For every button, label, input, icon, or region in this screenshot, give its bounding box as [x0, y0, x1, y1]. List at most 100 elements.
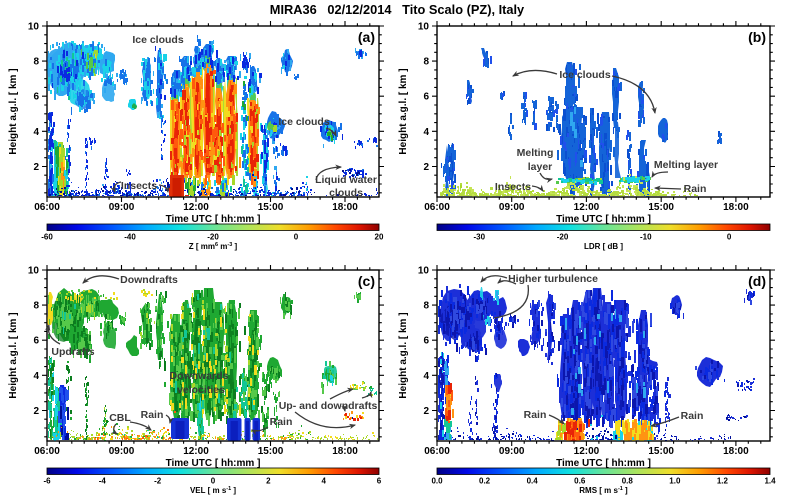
- svg-text:15:00: 15:00: [258, 202, 284, 213]
- svg-text:Insects: Insects: [121, 180, 157, 192]
- svg-text:Melting layer: Melting layer: [654, 159, 718, 171]
- svg-text:8: 8: [33, 57, 39, 68]
- svg-text:-20: -20: [557, 233, 569, 242]
- svg-text:2: 2: [33, 406, 39, 417]
- svg-text:LDR [ dB ]: LDR [ dB ]: [584, 242, 623, 251]
- svg-text:06:00: 06:00: [424, 202, 450, 213]
- svg-text:Ice clouds: Ice clouds: [559, 69, 611, 81]
- svg-text:15:00: 15:00: [258, 446, 284, 457]
- svg-text:0: 0: [727, 233, 732, 242]
- svg-text:Rain: Rain: [524, 409, 547, 421]
- svg-text:(c): (c): [358, 273, 375, 289]
- svg-text:20: 20: [375, 233, 384, 242]
- svg-text:18:00: 18:00: [332, 446, 358, 457]
- svg-text:10: 10: [418, 22, 430, 33]
- svg-text:CBL: CBL: [109, 412, 131, 424]
- svg-text:-10: -10: [640, 233, 652, 242]
- svg-text:Downwards: Downwards: [170, 370, 229, 382]
- svg-text:10: 10: [418, 266, 430, 277]
- svg-text:layer: layer: [528, 161, 553, 173]
- svg-text:0: 0: [211, 477, 216, 486]
- svg-text:Up- and downdrafts: Up- and downdrafts: [279, 400, 378, 412]
- svg-text:Ice clouds: Ice clouds: [278, 116, 330, 128]
- svg-text:-4: -4: [99, 477, 107, 486]
- svg-text:6: 6: [33, 336, 39, 347]
- svg-text:12:00: 12:00: [574, 446, 600, 457]
- svg-text:6: 6: [33, 92, 39, 103]
- svg-text:12:00: 12:00: [183, 446, 209, 457]
- svg-text:4: 4: [423, 371, 429, 382]
- svg-text:Rain: Rain: [684, 183, 707, 195]
- svg-text:Time UTC [ hh:mm ]: Time UTC [ hh:mm ]: [166, 458, 261, 469]
- svg-text:2: 2: [423, 162, 429, 173]
- svg-text:Higher turbulence: Higher turbulence: [508, 273, 598, 285]
- svg-text:09:00: 09:00: [499, 446, 525, 457]
- svg-text:06:00: 06:00: [34, 202, 60, 213]
- svg-text:4: 4: [33, 127, 39, 138]
- svg-text:0.0: 0.0: [431, 477, 443, 486]
- svg-text:Time UTC [ hh:mm ]: Time UTC [ hh:mm ]: [556, 458, 651, 469]
- svg-text:-20: -20: [207, 233, 219, 242]
- svg-text:0: 0: [294, 233, 299, 242]
- svg-text:-2: -2: [154, 477, 162, 486]
- svg-text:6: 6: [423, 336, 429, 347]
- svg-text:18:00: 18:00: [723, 446, 749, 457]
- svg-text:1.4: 1.4: [764, 477, 776, 486]
- svg-text:Melting: Melting: [517, 147, 554, 159]
- svg-text:12:00: 12:00: [574, 202, 600, 213]
- svg-text:1.0: 1.0: [669, 477, 681, 486]
- svg-text:-6: -6: [43, 477, 51, 486]
- svg-text:0.4: 0.4: [527, 477, 539, 486]
- svg-text:Rain: Rain: [681, 410, 704, 422]
- svg-text:MIRA36 02/12/2014 Tito Sca: MIRA36 02/12/2014 Tito Scalo (PZ), Italy: [270, 2, 525, 17]
- svg-text:(b): (b): [748, 29, 766, 45]
- svg-text:RMS [ m s-1 ]: RMS [ m s-1 ]: [579, 486, 628, 495]
- svg-text:4: 4: [423, 127, 429, 138]
- svg-text:8: 8: [423, 57, 429, 68]
- svg-text:Z [ mm6 m-3 ]: Z [ mm6 m-3 ]: [189, 242, 238, 251]
- svg-text:8: 8: [423, 301, 429, 312]
- svg-text:-40: -40: [124, 233, 136, 242]
- svg-text:10: 10: [28, 22, 40, 33]
- svg-text:clouds: clouds: [329, 187, 363, 199]
- svg-text:8: 8: [33, 301, 39, 312]
- svg-text:Rain: Rain: [270, 416, 293, 428]
- svg-text:(a): (a): [358, 29, 375, 45]
- svg-text:09:00: 09:00: [109, 446, 135, 457]
- svg-text:0.8: 0.8: [622, 477, 634, 486]
- svg-text:Time UTC [ hh:mm ]: Time UTC [ hh:mm ]: [166, 214, 261, 225]
- svg-text:18:00: 18:00: [332, 202, 358, 213]
- svg-text:Ice clouds: Ice clouds: [132, 34, 184, 46]
- svg-text:18:00: 18:00: [723, 202, 749, 213]
- svg-text:12:00: 12:00: [183, 202, 209, 213]
- svg-text:2: 2: [423, 406, 429, 417]
- svg-text:6: 6: [423, 92, 429, 103]
- svg-text:Updrafts: Updrafts: [51, 346, 94, 358]
- svg-text:06:00: 06:00: [424, 446, 450, 457]
- svg-text:(d): (d): [748, 273, 766, 289]
- svg-text:Insects: Insects: [495, 181, 531, 193]
- svg-text:09:00: 09:00: [109, 202, 135, 213]
- svg-text:15:00: 15:00: [648, 202, 674, 213]
- svg-text:10: 10: [28, 266, 40, 277]
- svg-text:2: 2: [33, 162, 39, 173]
- svg-text:0.6: 0.6: [574, 477, 586, 486]
- svg-text:Height a.g.l. [ km ]: Height a.g.l. [ km ]: [398, 312, 409, 398]
- svg-text:Liquid water: Liquid water: [315, 174, 377, 186]
- svg-text:06:00: 06:00: [34, 446, 60, 457]
- svg-text:Height a.g.l. [ km ]: Height a.g.l. [ km ]: [8, 68, 19, 154]
- svg-text:09:00: 09:00: [499, 202, 525, 213]
- svg-text:Height a.g.l. [ km ]: Height a.g.l. [ km ]: [8, 312, 19, 398]
- svg-text:15:00: 15:00: [648, 446, 674, 457]
- svg-text:VEL [ m s-1 ]: VEL [ m s-1 ]: [190, 486, 236, 495]
- svg-text:velocities: velocities: [177, 384, 225, 396]
- svg-text:6: 6: [377, 477, 382, 486]
- svg-text:2: 2: [266, 477, 271, 486]
- svg-text:1.2: 1.2: [717, 477, 729, 486]
- svg-text:-30: -30: [474, 233, 486, 242]
- svg-text:Height a.g.l. [ km ]: Height a.g.l. [ km ]: [398, 68, 409, 154]
- svg-text:Time UTC [ hh:mm ]: Time UTC [ hh:mm ]: [556, 214, 651, 225]
- svg-text:0.2: 0.2: [479, 477, 491, 486]
- svg-text:-60: -60: [41, 233, 53, 242]
- svg-text:4: 4: [321, 477, 326, 486]
